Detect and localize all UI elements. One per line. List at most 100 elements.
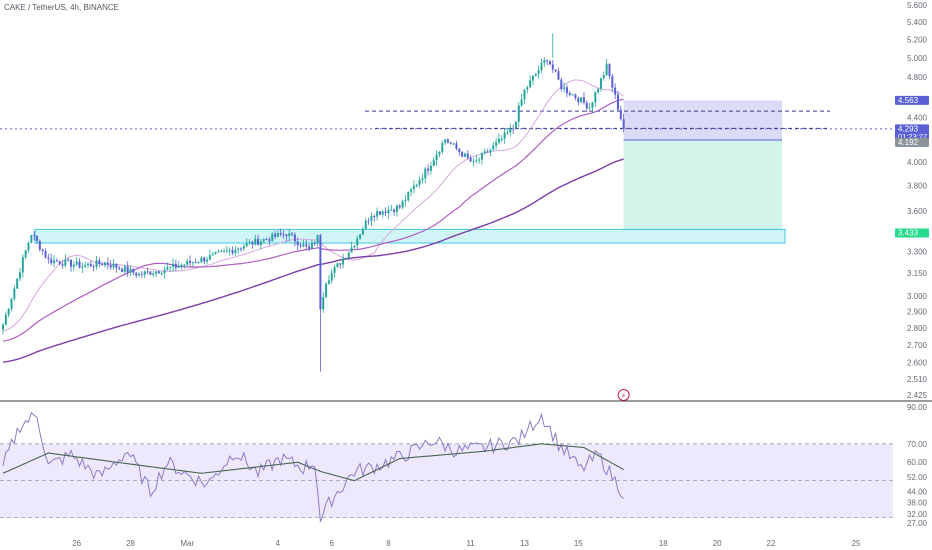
candle [531,75,534,81]
time-tick-label: 6 [330,539,335,548]
candle [197,262,200,264]
support-tag-bg [895,228,929,238]
time-tick-label: 4 [276,539,281,548]
time-tick-label: 8 [386,539,391,548]
candle [98,260,101,264]
candle [112,263,115,268]
candle [486,151,489,153]
rsi-tick-label: 70.00 [907,440,928,449]
price-tick-label: 3.300 [907,247,928,256]
candle [115,263,118,268]
candle [500,138,503,140]
candles-layer [2,33,625,372]
stop-tag: 4.192 [898,138,919,147]
candle [353,245,356,248]
price-tick-label: 2.510 [907,375,928,384]
candle [489,149,492,153]
zones-layer [0,100,893,244]
candle [206,259,209,262]
candle [225,250,228,252]
time-tick-label: 18 [659,539,668,548]
candle [398,205,401,208]
candle [469,157,472,162]
candle [299,245,302,247]
candle [563,87,566,90]
candle [449,142,452,144]
candle [582,97,585,103]
price-tick-label: 5.200 [907,36,928,45]
candle [387,209,390,214]
candle [478,159,481,161]
candle [217,251,220,253]
candle [438,151,441,155]
candle [503,132,506,139]
candle [166,267,169,270]
candle [361,229,364,235]
price-tick-label: 4.800 [907,73,928,82]
candle [240,248,243,250]
candle [58,261,61,265]
candle [543,60,546,63]
candle [81,266,84,268]
candle [373,215,376,217]
price-tick-label: 3.600 [907,207,928,216]
candle [50,258,53,264]
price-tick-label: 5.600 [907,1,928,10]
candle [605,64,608,76]
candle [157,271,160,274]
candle [183,264,186,266]
take-profit-tag: 4.563 [898,96,919,105]
candle [305,244,308,247]
candle [602,75,605,79]
ma-mid-line [2,98,624,342]
candle [135,272,138,276]
candle [237,248,240,250]
candle [228,250,231,252]
candle [557,71,560,80]
candle [149,271,152,275]
candle [70,259,73,267]
candle [279,232,282,235]
candle [262,239,265,242]
candle [92,266,95,268]
candle [186,260,189,265]
flash-icon [617,389,630,401]
candle [466,153,469,158]
candle [608,64,611,77]
candle [325,283,328,297]
price-tick-label: 2.425 [907,391,928,400]
chart-title: CAKE / TetherUS, 4h, BINANCE [4,3,120,12]
candle [333,266,336,273]
candle [41,249,44,251]
candle [189,260,192,263]
candle [574,94,577,99]
candle [200,257,203,263]
candle [534,73,537,76]
candle [95,260,98,267]
candle [177,266,180,268]
candle [444,139,447,143]
candle [446,139,449,143]
candle [506,132,509,134]
candle [123,266,126,272]
candle [78,261,81,268]
time-tick-label: 11 [466,539,475,548]
candle [407,191,410,201]
ma-slow-line [2,158,624,363]
candle [367,220,370,222]
candle [551,64,554,70]
candle [208,255,211,260]
candle [132,268,135,273]
candle [327,280,330,284]
price-tick-label: 2.900 [907,308,928,317]
price-tick-label: 5.000 [907,54,928,63]
stop-loss-zone [623,100,782,140]
ma-fast-line [2,79,624,332]
candle [191,262,194,264]
candle [293,234,296,242]
candle [268,239,271,242]
candle [121,268,124,272]
